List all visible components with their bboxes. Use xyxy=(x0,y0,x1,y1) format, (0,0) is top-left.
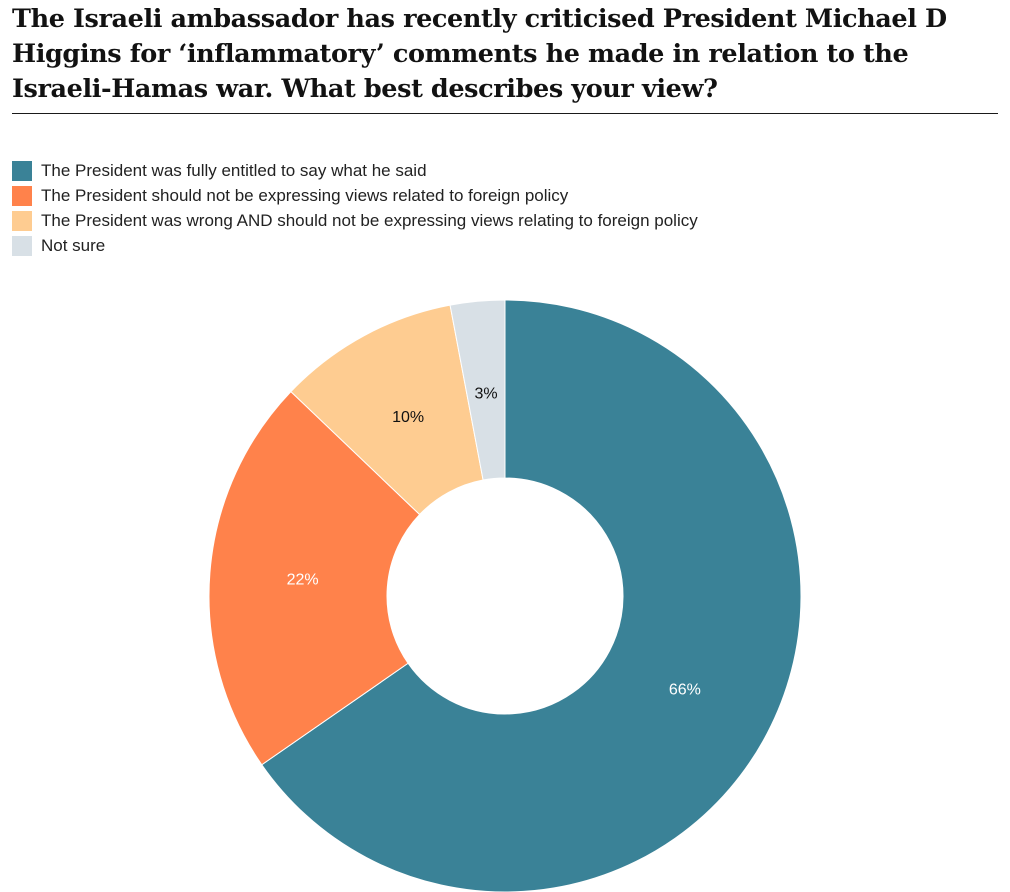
slice-value-label: 10% xyxy=(392,409,424,426)
legend-swatch xyxy=(12,235,32,256)
slice-value-label: 66% xyxy=(669,682,701,699)
slice-value-label: 3% xyxy=(475,385,498,402)
slice-value-label: 22% xyxy=(287,572,319,589)
donut-slice xyxy=(449,299,506,481)
legend-swatch xyxy=(12,185,32,206)
legend-item: The President was fully entitled to say … xyxy=(12,158,698,183)
legend-label: Not sure xyxy=(41,235,106,255)
legend-swatch xyxy=(12,160,32,181)
legend-swatch xyxy=(12,210,32,231)
legend-label: The President was wrong AND should not b… xyxy=(41,210,698,230)
legend-label: The President should not be expressing v… xyxy=(41,185,569,205)
legend-item: Not sure xyxy=(12,233,698,258)
legend: The President was fully entitled to say … xyxy=(12,158,698,258)
title-divider xyxy=(12,113,998,114)
chart-title: The Israeli ambassador has recently crit… xyxy=(12,4,947,104)
legend-item: The President was wrong AND should not b… xyxy=(12,208,698,233)
donut-slice xyxy=(208,390,421,766)
legend-item: The President should not be expressing v… xyxy=(12,183,698,208)
donut-slice xyxy=(261,299,802,892)
legend-label: The President was fully entitled to say … xyxy=(41,160,427,180)
